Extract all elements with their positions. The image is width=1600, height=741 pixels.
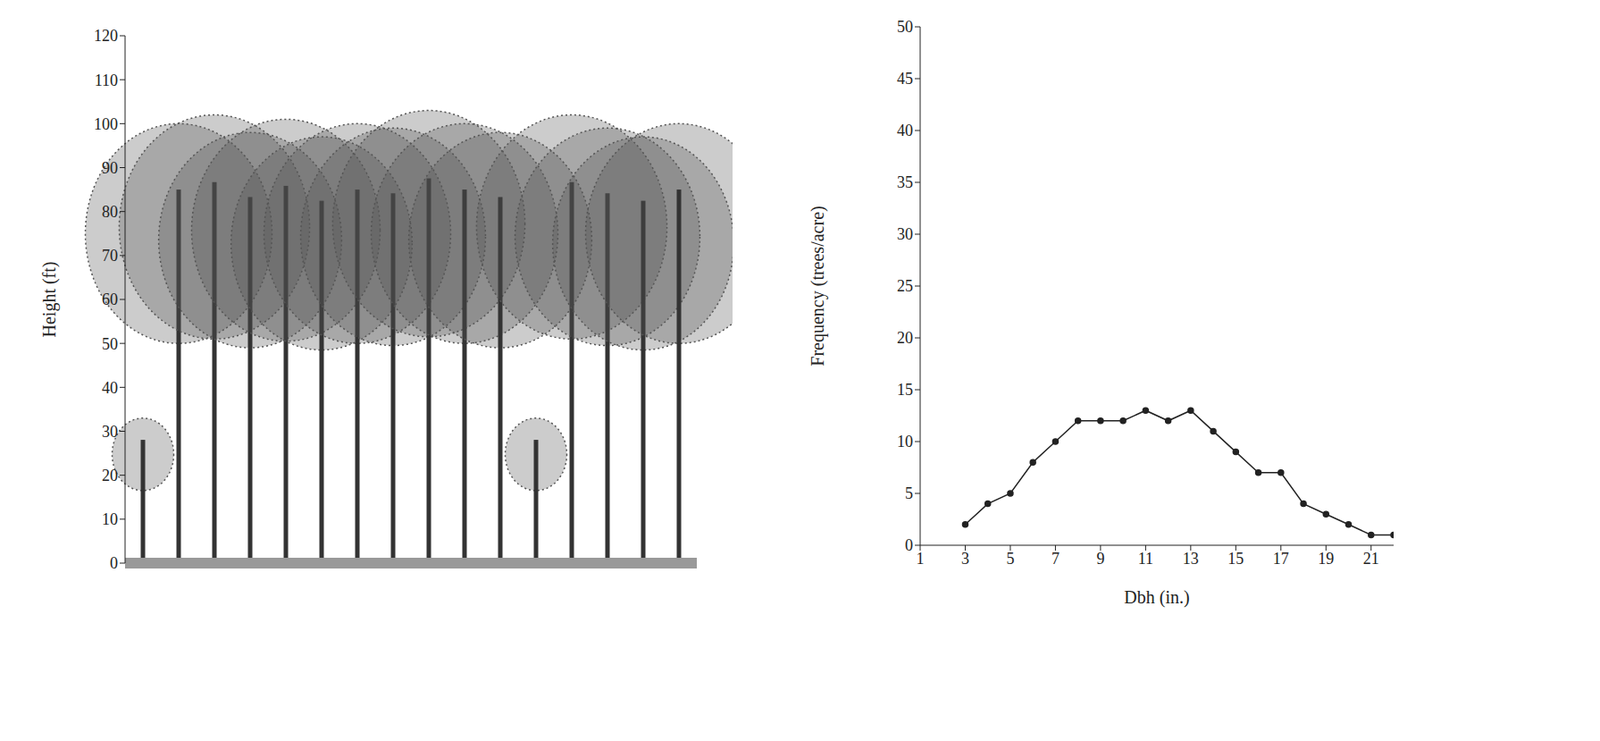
svg-text:10: 10 <box>896 432 914 451</box>
svg-text:90: 90 <box>101 159 118 177</box>
svg-text:11: 11 <box>1138 549 1154 568</box>
svg-text:30: 30 <box>101 422 118 441</box>
svg-text:50: 50 <box>896 17 914 36</box>
svg-text:15: 15 <box>1227 549 1244 568</box>
svg-text:45: 45 <box>896 69 914 88</box>
svg-text:Dbh (in.): Dbh (in.) <box>1123 586 1190 608</box>
svg-text:13: 13 <box>1182 549 1199 568</box>
svg-text:100: 100 <box>93 115 118 134</box>
svg-text:70: 70 <box>101 246 118 265</box>
svg-text:40: 40 <box>101 378 118 397</box>
svg-text:19: 19 <box>1317 549 1334 568</box>
svg-text:0: 0 <box>904 536 914 554</box>
svg-text:10: 10 <box>101 510 118 528</box>
svg-text:15: 15 <box>896 380 914 399</box>
svg-text:35: 35 <box>896 173 914 192</box>
svg-text:25: 25 <box>896 276 914 295</box>
svg-text:Frequency (trees/acre): Frequency (trees/acre) <box>807 205 829 366</box>
svg-text:110: 110 <box>94 71 118 90</box>
svg-text:7: 7 <box>1051 549 1060 568</box>
svg-text:30: 30 <box>896 225 914 243</box>
svg-text:80: 80 <box>101 202 118 221</box>
svg-text:17: 17 <box>1273 549 1290 568</box>
svg-text:5: 5 <box>1005 549 1014 568</box>
svg-text:Height (ft): Height (ft) <box>39 261 60 338</box>
svg-text:1: 1 <box>916 549 925 568</box>
svg-text:20: 20 <box>101 466 118 485</box>
svg-text:50: 50 <box>101 335 118 353</box>
svg-text:5: 5 <box>904 484 914 503</box>
svg-text:20: 20 <box>896 328 914 347</box>
svg-text:0: 0 <box>109 553 118 572</box>
svg-text:9: 9 <box>1096 549 1105 568</box>
svg-text:120: 120 <box>93 26 118 45</box>
svg-text:40: 40 <box>896 121 914 140</box>
svg-text:3: 3 <box>961 549 970 568</box>
svg-text:21: 21 <box>1363 549 1380 568</box>
svg-text:60: 60 <box>101 290 118 309</box>
